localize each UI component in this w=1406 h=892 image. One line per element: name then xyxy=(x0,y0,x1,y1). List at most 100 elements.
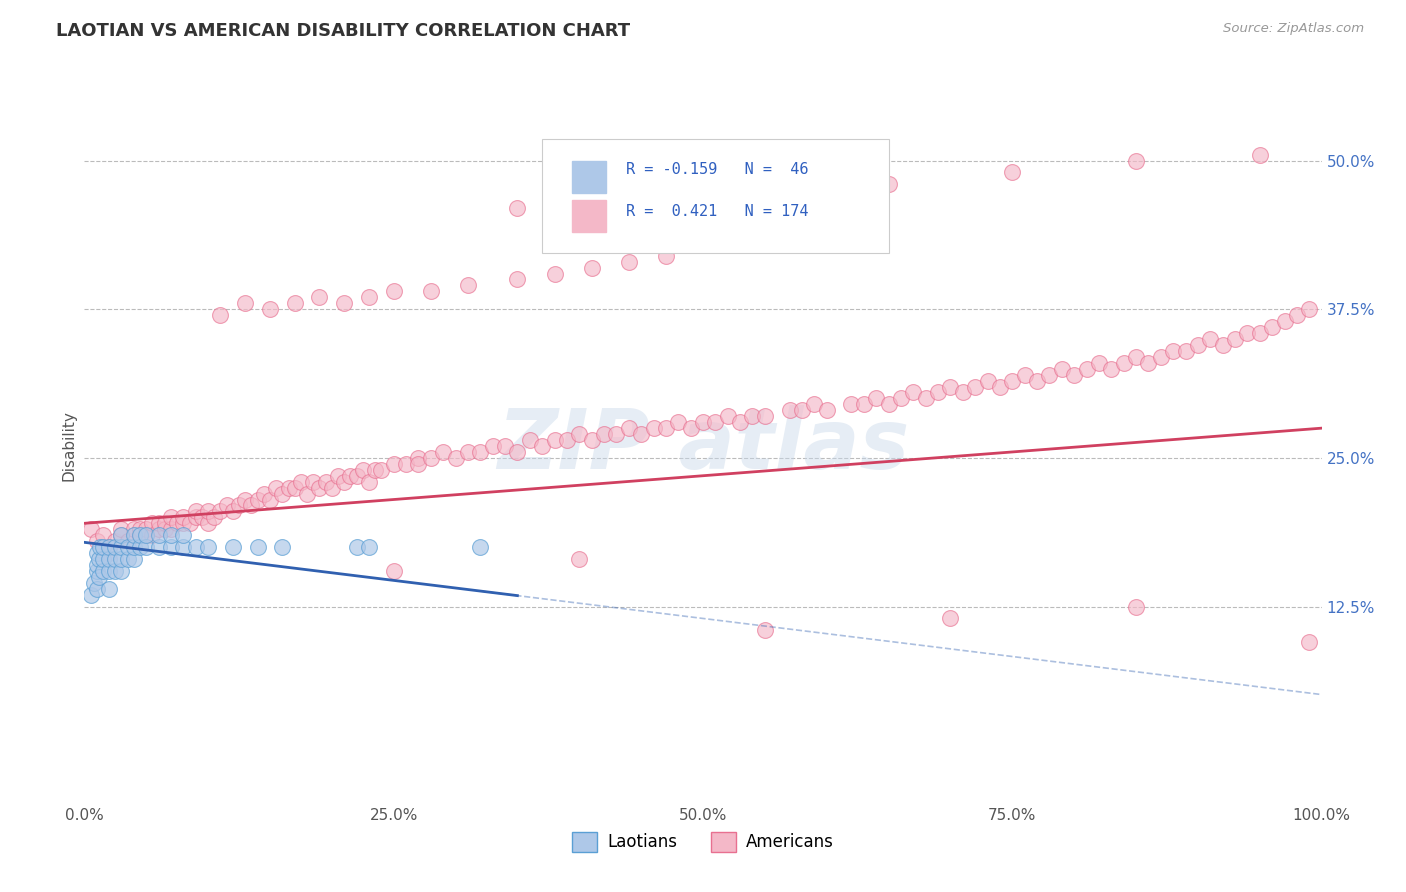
Americans xyxy=(457,278,479,293)
Americans xyxy=(779,403,801,417)
Text: R = -0.159   N =  46: R = -0.159 N = 46 xyxy=(626,161,808,177)
Americans xyxy=(630,189,652,203)
Laotians xyxy=(86,546,108,560)
Americans xyxy=(865,392,887,406)
Americans xyxy=(129,528,152,542)
Americans xyxy=(160,510,183,524)
Laotians xyxy=(357,540,380,554)
Legend: Laotians, Americans: Laotians, Americans xyxy=(565,825,841,859)
Americans xyxy=(939,611,962,625)
Laotians xyxy=(160,528,183,542)
Laotians xyxy=(110,540,132,554)
Americans xyxy=(315,475,337,489)
Americans xyxy=(531,439,554,453)
Americans xyxy=(215,499,238,513)
Americans xyxy=(1150,350,1173,364)
Americans xyxy=(1125,599,1147,614)
Americans xyxy=(408,457,430,471)
Americans xyxy=(655,421,678,435)
Americans xyxy=(1174,343,1197,358)
Laotians xyxy=(122,552,145,566)
Americans xyxy=(988,379,1011,393)
Americans xyxy=(98,540,121,554)
Americans xyxy=(346,468,368,483)
Americans xyxy=(408,450,430,465)
Americans xyxy=(481,439,503,453)
Americans xyxy=(166,516,188,531)
Americans xyxy=(617,421,640,435)
Americans xyxy=(1112,356,1135,370)
Laotians xyxy=(172,540,194,554)
Laotians xyxy=(91,552,114,566)
Americans xyxy=(1212,338,1234,352)
Americans xyxy=(141,528,163,542)
Americans xyxy=(153,522,176,536)
Americans xyxy=(877,397,900,411)
Americans xyxy=(110,528,132,542)
Americans xyxy=(148,522,170,536)
Americans xyxy=(1001,165,1024,179)
Americans xyxy=(803,397,825,411)
Americans xyxy=(172,510,194,524)
Americans xyxy=(630,427,652,442)
Americans xyxy=(290,475,312,489)
Americans xyxy=(506,272,529,286)
Laotians xyxy=(89,552,111,566)
Americans xyxy=(432,445,454,459)
Americans xyxy=(543,267,565,281)
Bar xyxy=(572,161,606,193)
Americans xyxy=(333,475,356,489)
Americans xyxy=(326,468,349,483)
Laotians xyxy=(86,582,108,596)
Americans xyxy=(122,528,145,542)
Americans xyxy=(1026,374,1049,388)
Laotians xyxy=(86,564,108,578)
Americans xyxy=(179,516,201,531)
Americans xyxy=(717,409,740,424)
Laotians xyxy=(148,540,170,554)
Americans xyxy=(228,499,250,513)
Americans xyxy=(264,481,287,495)
Laotians xyxy=(98,564,121,578)
Americans xyxy=(1038,368,1060,382)
Americans xyxy=(91,528,114,542)
Americans xyxy=(308,481,330,495)
Americans xyxy=(877,178,900,192)
Americans xyxy=(692,415,714,429)
Americans xyxy=(122,522,145,536)
Laotians xyxy=(91,564,114,578)
Bar xyxy=(572,200,606,232)
Laotians xyxy=(122,540,145,554)
Laotians xyxy=(172,528,194,542)
Americans xyxy=(741,409,763,424)
Laotians xyxy=(129,540,152,554)
Americans xyxy=(197,504,219,518)
Americans xyxy=(1285,308,1308,322)
Americans xyxy=(191,510,214,524)
Americans xyxy=(494,439,516,453)
Americans xyxy=(506,445,529,459)
Laotians xyxy=(83,575,105,590)
Laotians xyxy=(271,540,294,554)
Laotians xyxy=(148,528,170,542)
Americans xyxy=(357,475,380,489)
Laotians xyxy=(222,540,245,554)
Americans xyxy=(240,499,263,513)
Americans xyxy=(617,254,640,268)
Americans xyxy=(308,290,330,304)
Laotians xyxy=(117,552,139,566)
Americans xyxy=(277,481,299,495)
Americans xyxy=(153,516,176,531)
Laotians xyxy=(98,552,121,566)
Americans xyxy=(581,433,603,447)
Americans xyxy=(790,403,813,417)
Americans xyxy=(470,445,492,459)
Laotians xyxy=(470,540,492,554)
Laotians xyxy=(122,528,145,542)
Americans xyxy=(519,433,541,447)
Laotians xyxy=(197,540,219,554)
Laotians xyxy=(104,540,127,554)
Americans xyxy=(1187,338,1209,352)
Americans xyxy=(1014,368,1036,382)
Laotians xyxy=(246,540,269,554)
